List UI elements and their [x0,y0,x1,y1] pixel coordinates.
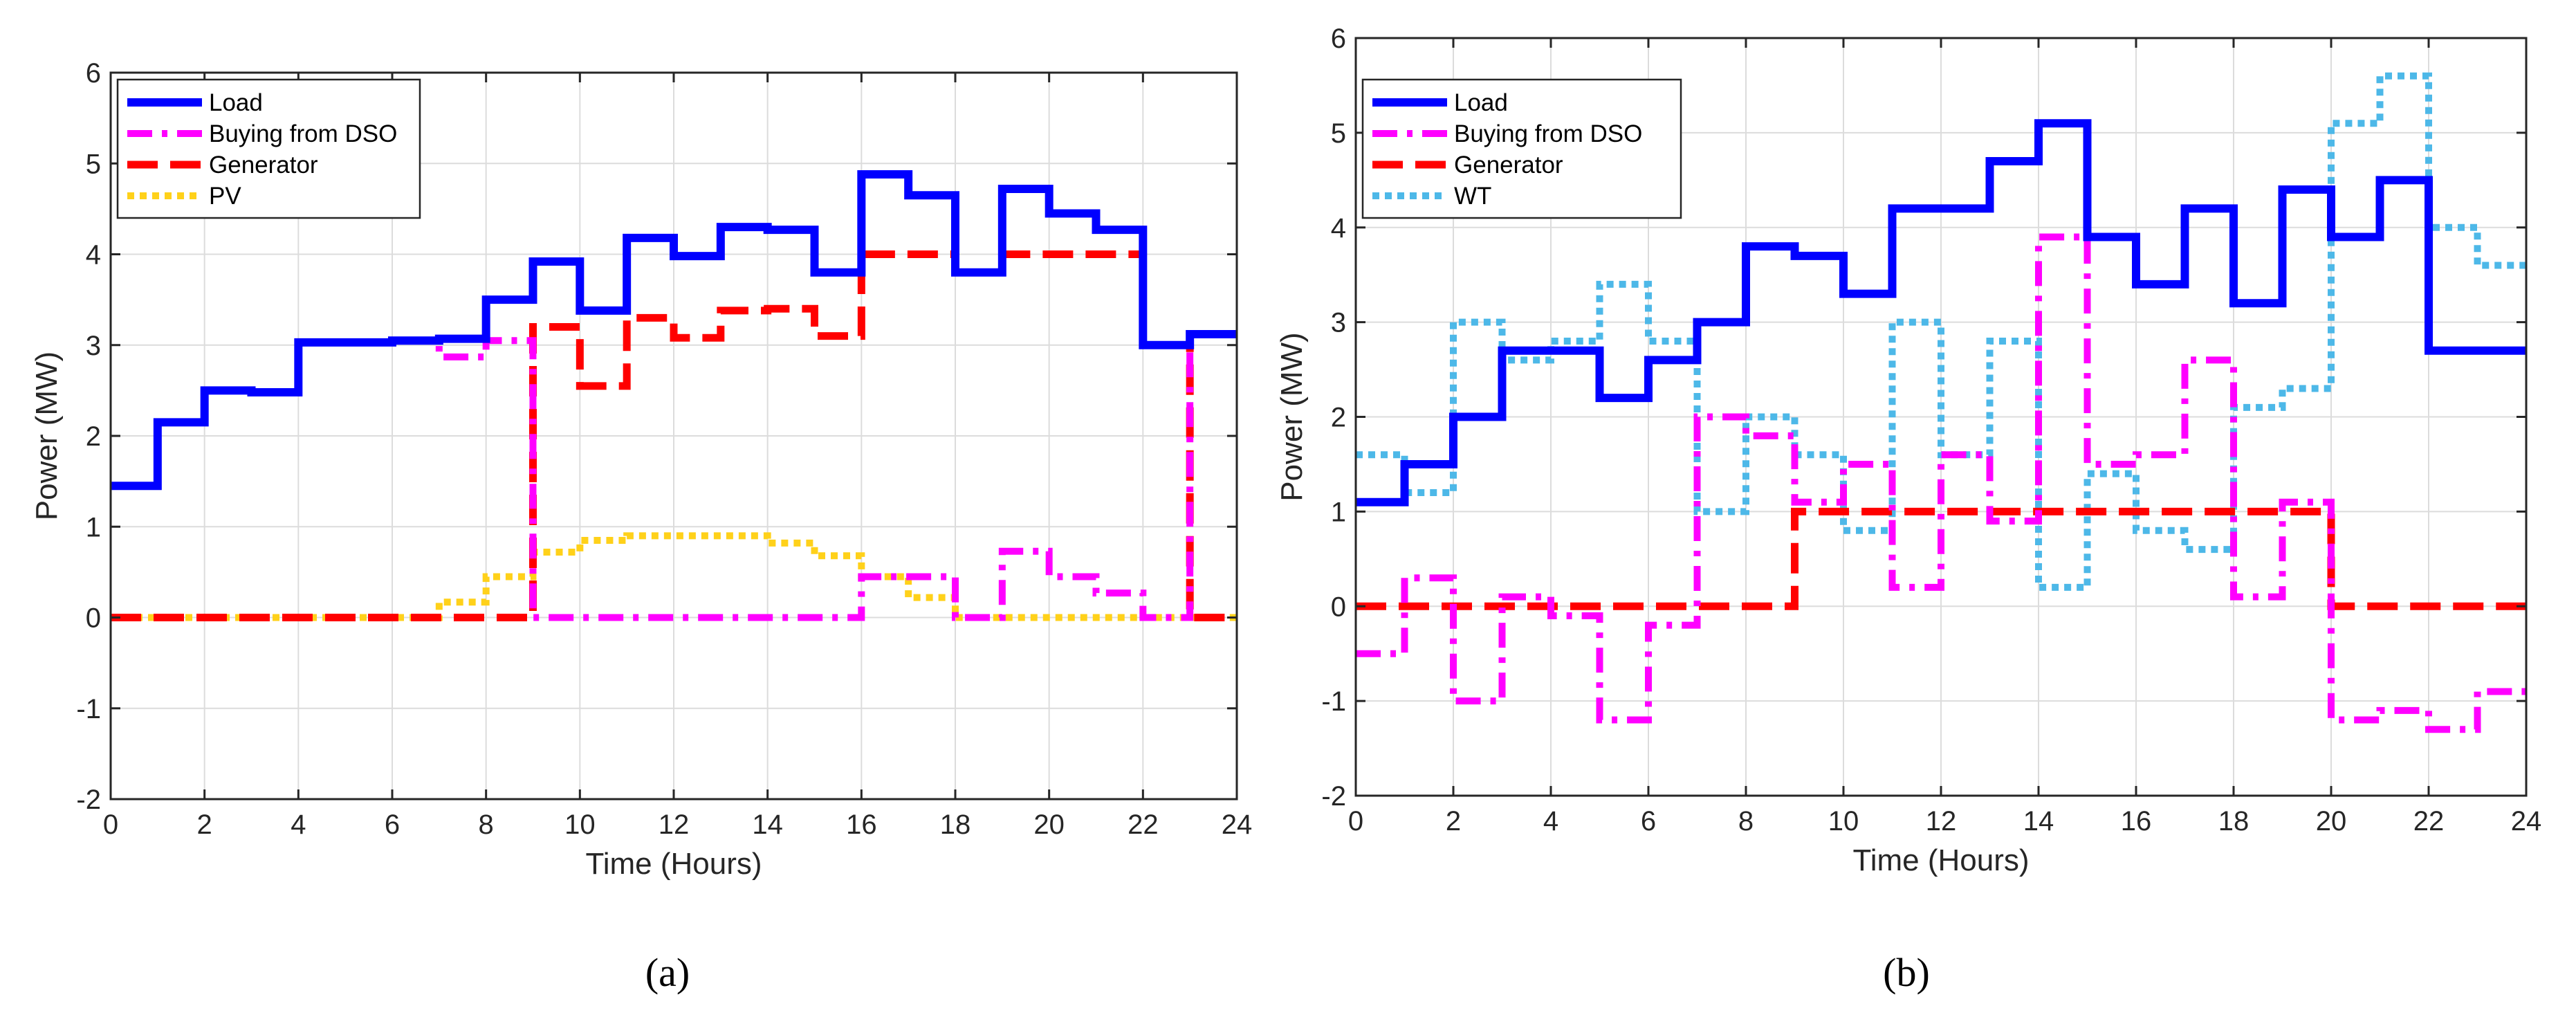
x-tick-label: 22 [1128,810,1159,840]
y-tick-label: -2 [76,785,101,815]
x-axis-label: Time (Hours) [585,847,762,881]
y-tick-label: 4 [86,240,101,271]
y-tick-label: 0 [1331,592,1346,622]
y-tick-label: 2 [1331,403,1346,433]
y-axis-label: Power (MW) [30,351,64,520]
panel-label: (b) [1883,950,1930,995]
x-tick-label: 4 [291,810,306,840]
series-line-generator [1356,507,2526,610]
x-tick-label: 14 [2023,806,2054,836]
x-tick-label: 8 [479,810,494,840]
y-axis-label: Power (MW) [1275,332,1309,501]
y-tick-label: -1 [76,694,101,724]
legend: Load Buying from DSO Generator PV [116,78,421,219]
y-tick-label: 3 [86,331,101,361]
x-tick-label: 10 [1828,806,1859,836]
legend-entry: Generator [209,152,318,179]
x-tick-label: 24 [1222,810,1253,840]
x-tick-label: 4 [1543,806,1558,836]
series-line-load [1356,119,2526,506]
x-tick-label: 2 [1446,806,1461,836]
y-tick-label: 6 [86,58,101,89]
x-tick-label: 18 [2218,806,2250,836]
x-tick-label: 6 [385,810,400,840]
x-tick-label: 14 [752,810,783,840]
y-tick-label: 5 [86,149,101,179]
series-group [1356,72,2526,733]
x-axis-label: Time (Hours) [1852,843,2029,877]
y-tick-label: -1 [1321,686,1346,717]
panel-label: (a) [645,950,690,995]
y-tick-label: 4 [1331,213,1346,244]
x-tick-label: 16 [2121,806,2152,836]
x-tick-label: 16 [846,810,877,840]
legend-entry: WT [1454,183,1491,210]
y-tick-label: 0 [86,603,101,634]
y-tick-label: 6 [1331,24,1346,54]
x-tick-label: 20 [1033,810,1065,840]
legend-entry: Load [209,89,263,116]
series-group [111,170,1237,621]
y-tick-label: 3 [1331,308,1346,338]
x-tick-label: 12 [1926,806,1957,836]
legend-entry: Buying from DSO [1454,120,1642,147]
x-tick-label: 24 [2511,806,2542,836]
legend-entry: Generator [1454,152,1563,179]
x-tick-label: 18 [940,810,971,840]
legend-entry: Load [1454,89,1508,116]
legend: Load Buying from DSO Generator WT [1361,78,1682,219]
x-tick-label: 10 [564,810,596,840]
x-tick-label: 2 [197,810,212,840]
y-tick-label: 2 [86,421,101,452]
y-tick-label: -2 [1321,781,1346,812]
series-line-wt [1356,72,2526,591]
series-line-generator [111,250,1237,621]
y-tick-label: 1 [1331,497,1346,527]
x-tick-label: 20 [2316,806,2347,836]
series-line-buying-from-dso [1356,233,2526,733]
x-tick-label: 12 [659,810,690,840]
x-tick-label: 22 [2413,806,2445,836]
y-tick-label: 1 [86,512,101,542]
legend-entry: PV [209,183,241,210]
x-tick-label: 0 [103,810,118,840]
legend-entry: Buying from DSO [209,120,397,147]
x-tick-label: 8 [1738,806,1754,836]
series-line-load [111,170,1237,491]
x-tick-label: 0 [1348,806,1363,836]
y-tick-label: 5 [1331,118,1346,149]
x-tick-label: 6 [1641,806,1656,836]
